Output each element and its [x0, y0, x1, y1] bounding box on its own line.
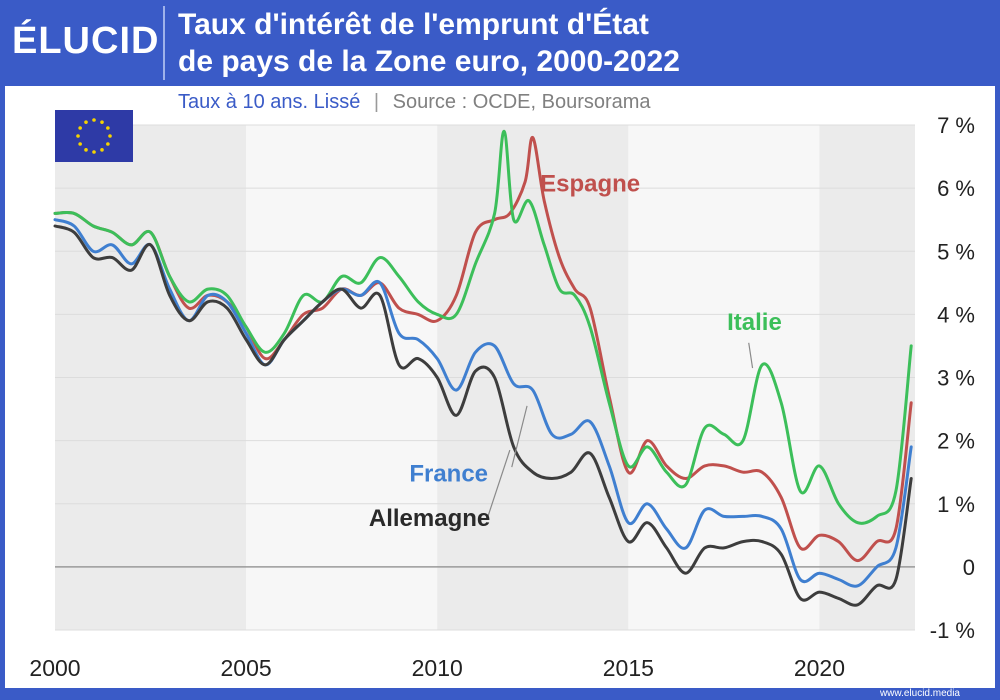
x-tick-label: 2015	[603, 655, 654, 681]
flag-star	[106, 142, 110, 146]
flag-star	[78, 126, 82, 130]
subtitle-text: Taux à 10 ans. Lissé	[178, 91, 361, 113]
flag-star	[108, 134, 112, 138]
flag-star	[100, 120, 104, 124]
title-line-2: de pays de la Zone euro, 2000-2022	[178, 45, 680, 78]
flag-star	[84, 148, 88, 152]
footer-url: www.elucid.media	[879, 688, 960, 699]
y-tick-label: 2 %	[937, 429, 975, 454]
y-axis-ticks: 7 % 6 % 5 % 4 % 3 % 2 % 1 % 0 -1 %	[930, 113, 975, 643]
y-tick-label: 1 %	[937, 492, 975, 517]
label-leaders	[486, 342, 754, 520]
header-bar: ÉLUCID Taux d'intérêt de l'emprunt d'Éta…	[0, 0, 1000, 86]
leader-allemagne	[486, 449, 511, 520]
series-label-espagne: Espagne	[540, 170, 640, 197]
series-line-italie	[53, 129, 913, 525]
x-tick-label: 2020	[794, 655, 845, 681]
y-tick-label: 4 %	[937, 302, 975, 327]
flag-star	[106, 126, 110, 130]
series-labels: Espagne Italie France Allemagne	[369, 170, 782, 532]
flag-star	[100, 148, 104, 152]
flag-star	[92, 118, 96, 122]
flag-star	[92, 150, 96, 154]
flag-field	[55, 110, 133, 162]
flag-star	[84, 120, 88, 124]
y-tick-label: 5 %	[937, 239, 975, 264]
chart-series	[53, 129, 913, 607]
x-tick-label: 2000	[29, 655, 80, 681]
series-line-france	[53, 218, 913, 588]
source-text: Source : OCDE, Boursorama	[392, 91, 651, 113]
y-tick-label: 6 %	[937, 176, 975, 201]
header-divider	[163, 6, 165, 80]
x-axis-ticks: 2000 2005 2010 2015 2020	[29, 655, 845, 681]
x-tick-label: 2005	[221, 655, 272, 681]
y-tick-label: -1 %	[930, 618, 975, 643]
series-label-france: France	[409, 461, 488, 488]
leader-italie	[748, 342, 754, 369]
chart-subtitle: Taux à 10 ans. Lissé | Source : OCDE, Bo…	[178, 90, 651, 114]
leader-france	[511, 405, 528, 468]
series-line-allemagne	[53, 224, 913, 607]
flag-star	[78, 142, 82, 146]
series-label-allemagne: Allemagne	[369, 505, 490, 532]
title-line-1: Taux d'intérêt de l'emprunt d'État	[178, 8, 649, 41]
flag-star	[76, 134, 80, 138]
y-tick-label: 0	[963, 555, 975, 580]
eu-flag-icon	[55, 110, 133, 162]
brand-logo: ÉLUCID	[12, 20, 160, 62]
chart-title: Taux d'intérêt de l'emprunt d'État de pa…	[178, 6, 978, 80]
y-tick-label: 3 %	[937, 366, 975, 391]
series-label-italie: Italie	[727, 309, 782, 336]
x-tick-label: 2010	[412, 655, 463, 681]
subtitle-separator: |	[373, 91, 380, 113]
y-tick-label: 7 %	[937, 113, 975, 138]
